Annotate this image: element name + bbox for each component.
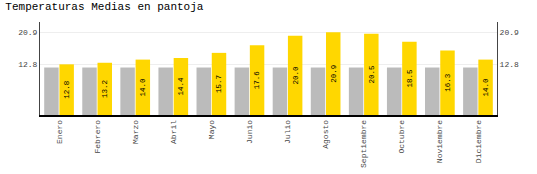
svg-text:20.0: 20.0 [292, 66, 300, 85]
svg-text:18.5: 18.5 [406, 69, 414, 88]
svg-text:20.9: 20.9 [18, 28, 37, 37]
svg-text:Diciembre: Diciembre [474, 120, 483, 163]
svg-text:Enero: Enero [55, 120, 64, 144]
svg-text:Mayo: Mayo [207, 120, 216, 139]
svg-text:12.8: 12.8 [63, 80, 71, 99]
svg-text:12.8: 12.8 [18, 60, 37, 69]
svg-text:Marzo: Marzo [131, 120, 140, 144]
svg-text:Julio: Julio [283, 120, 292, 144]
svg-text:Junio: Junio [245, 120, 254, 144]
svg-text:Temperaturas Medias en pantoja: Temperaturas Medias en pantoja [5, 1, 203, 13]
svg-text:Febrero: Febrero [93, 120, 102, 154]
svg-text:Agosto: Agosto [321, 120, 330, 149]
svg-text:20.9: 20.9 [330, 65, 338, 83]
svg-text:Septiembre: Septiembre [359, 120, 368, 168]
svg-text:Octubre: Octubre [397, 120, 406, 154]
svg-text:14.0: 14.0 [482, 78, 490, 97]
svg-text:Abril: Abril [169, 120, 178, 144]
svg-text:14.0: 14.0 [139, 78, 147, 97]
svg-text:16.3: 16.3 [444, 73, 452, 92]
svg-text:15.7: 15.7 [215, 75, 223, 93]
svg-text:12.8: 12.8 [500, 60, 519, 69]
svg-text:Noviembre: Noviembre [435, 120, 444, 163]
svg-text:17.6: 17.6 [253, 71, 261, 90]
svg-text:20.5: 20.5 [368, 65, 376, 84]
svg-text:13.2: 13.2 [101, 80, 109, 98]
svg-text:20.9: 20.9 [500, 28, 519, 37]
svg-text:14.4: 14.4 [177, 77, 185, 96]
